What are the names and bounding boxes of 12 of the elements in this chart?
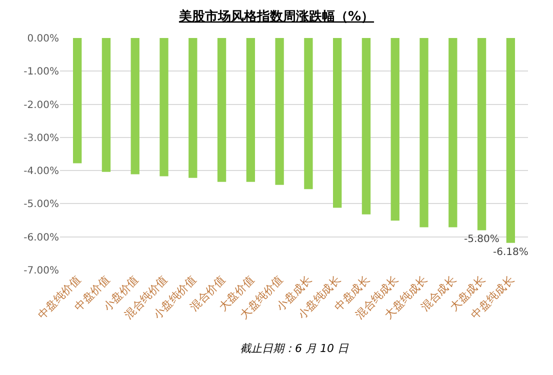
y-tick-label: -6.00% <box>24 232 59 244</box>
y-tick-label: -1.00% <box>24 66 59 78</box>
y-tick-label: -7.00% <box>24 266 59 276</box>
text: 截止日期：6 月 10 日 <box>240 342 350 355</box>
y-tick-label: -4.00% <box>24 166 59 178</box>
y-tick-label: -3.00% <box>24 132 59 144</box>
data-label: -5.80% <box>464 234 500 245</box>
chart-title: 美股市场风格指数周涨跌幅（%） <box>178 8 374 24</box>
y-tick-label: -2.00% <box>24 100 59 111</box>
y-tick-label: 0.00% <box>27 34 59 44</box>
y-tick-label: -5.00% <box>24 199 59 210</box>
data-label: -6.18% <box>493 247 528 258</box>
